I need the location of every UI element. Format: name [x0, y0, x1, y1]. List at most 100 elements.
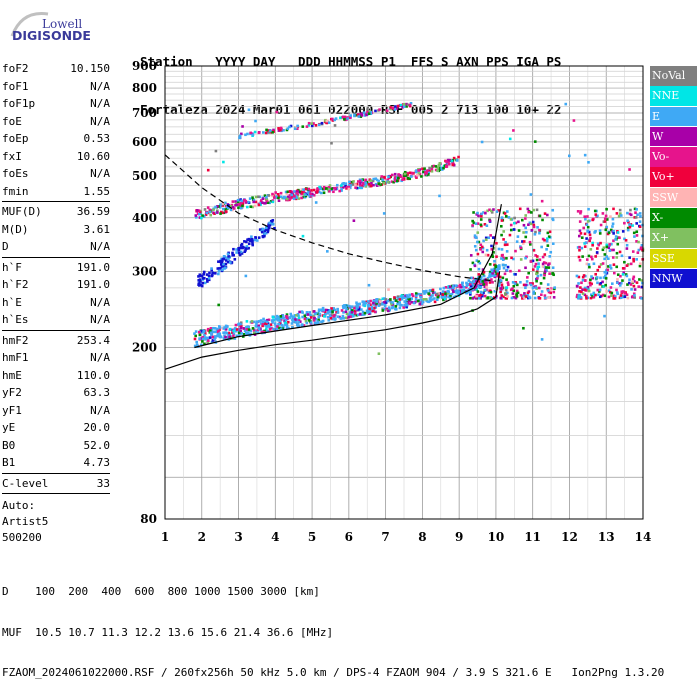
- echo-point: [499, 290, 502, 294]
- echo-point: [350, 180, 354, 184]
- echo-point: [375, 184, 379, 187]
- echo-point: [488, 296, 492, 300]
- echo-point: [633, 294, 636, 297]
- echo-point: [317, 318, 320, 322]
- echo-point: [239, 329, 242, 333]
- echo-point: [300, 191, 304, 194]
- echo-point: [254, 119, 257, 123]
- echo-point: [533, 265, 537, 268]
- echo-point: [267, 223, 270, 227]
- echo-point: [234, 329, 238, 333]
- echo-point: [446, 289, 450, 293]
- echo-point: [614, 235, 618, 238]
- echo-point: [239, 201, 243, 205]
- echo-point: [437, 292, 440, 295]
- echo-point: [587, 263, 591, 266]
- echo-point: [322, 308, 326, 312]
- echo-point: [632, 284, 636, 288]
- echo-point: [223, 334, 226, 337]
- echo-point: [218, 332, 222, 336]
- echo-point: [411, 171, 414, 175]
- echo-point: [353, 306, 356, 310]
- echo-point: [488, 281, 492, 284]
- echo-point: [258, 228, 262, 231]
- echo-point: [618, 236, 621, 240]
- echo-point: [472, 211, 475, 214]
- echo-point: [461, 289, 465, 292]
- echo-point: [206, 340, 210, 344]
- echo-point: [384, 301, 388, 304]
- echo-point: [616, 278, 619, 281]
- echo-point: [547, 266, 551, 269]
- echo-point: [400, 303, 403, 307]
- echo-point: [514, 249, 517, 253]
- echo-point: [523, 296, 526, 300]
- echo-point: [634, 211, 637, 214]
- echo-point: [592, 291, 596, 295]
- echo-point: [445, 165, 448, 168]
- echo-point: [276, 318, 280, 322]
- echo-point: [619, 274, 622, 278]
- echo-point: [216, 327, 219, 331]
- echo-point: [615, 265, 619, 269]
- echo-point: [599, 276, 602, 280]
- echo-point: [431, 298, 434, 301]
- echo-point: [204, 336, 207, 340]
- echo-point: [619, 294, 623, 297]
- param-label: fxI: [2, 149, 22, 163]
- echo-point: [624, 239, 628, 242]
- echo-point: [320, 191, 323, 195]
- echo-point: [490, 209, 493, 213]
- echo-point: [365, 300, 369, 304]
- echo-point: [264, 228, 268, 231]
- echo-point: [487, 290, 491, 294]
- echo-point: [271, 321, 274, 324]
- echo-point: [344, 184, 347, 188]
- echo-point: [485, 281, 488, 284]
- echo-point: [384, 179, 388, 182]
- echo-point: [265, 196, 268, 199]
- echo-point: [446, 291, 450, 295]
- echo-point: [445, 292, 449, 296]
- echo-point: [247, 108, 251, 112]
- echo-point: [433, 300, 437, 304]
- echo-point: [579, 210, 583, 213]
- echo-point: [401, 294, 405, 298]
- echo-point: [524, 256, 527, 260]
- echo-point: [590, 257, 594, 261]
- echo-point: [471, 219, 474, 223]
- echo-point: [219, 260, 223, 264]
- echo-point: [351, 314, 355, 318]
- echo-point: [477, 240, 481, 244]
- echo-point: [268, 130, 271, 134]
- echo-point: [431, 290, 435, 294]
- echo-point: [607, 246, 611, 250]
- echo-point: [588, 233, 592, 237]
- echo-point: [553, 286, 556, 289]
- echo-point: [265, 322, 268, 326]
- echo-point: [526, 291, 530, 295]
- echo-point: [306, 313, 310, 316]
- echo-point: [302, 188, 305, 191]
- param-label: foF2: [2, 62, 29, 75]
- echo-point: [483, 294, 487, 298]
- echo-point: [415, 294, 418, 298]
- echo-point: [286, 190, 290, 194]
- echo-point: [234, 202, 238, 206]
- echo-point: [334, 117, 338, 120]
- echo-point: [292, 197, 296, 200]
- echo-point: [418, 302, 422, 306]
- echo-point: [239, 206, 243, 210]
- echo-point: [639, 262, 642, 265]
- echo-point: [286, 127, 290, 130]
- echo-point: [328, 190, 331, 193]
- echo-point: [381, 178, 385, 182]
- echo-point: [598, 229, 602, 232]
- echo-point: [629, 283, 633, 286]
- echo-point: [532, 223, 536, 227]
- echo-point: [524, 226, 527, 230]
- echo-point: [277, 322, 280, 326]
- echo-point: [285, 315, 288, 318]
- echo-point: [262, 317, 265, 321]
- echo-point: [534, 262, 538, 266]
